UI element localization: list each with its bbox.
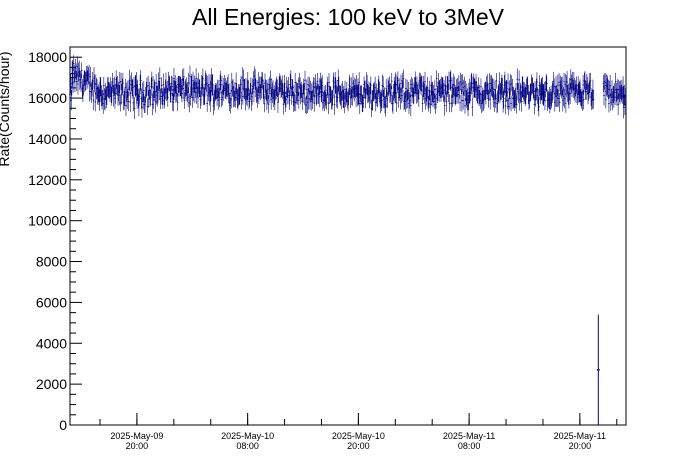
y-tick-label: 6000 xyxy=(36,294,67,310)
y-tick-label: 4000 xyxy=(36,335,67,351)
y-tick-label: 18000 xyxy=(28,49,67,65)
y-tick-label: 12000 xyxy=(28,172,67,188)
x-tick-label-date: 2025-May-11 xyxy=(554,431,606,441)
data-points xyxy=(70,61,626,425)
x-tick-label-time: 08:00 xyxy=(236,441,259,451)
x-tick-label-date: 2025-May-10 xyxy=(332,431,385,441)
y-tick-label: 14000 xyxy=(28,131,67,147)
y-axis-ticks: 0 2000 4000 6000 8000 10000 12000 14000 16000 180… xyxy=(28,46,82,433)
x-axis-ticks: 2025-May-0920:002025-May-1008:002025-May… xyxy=(99,413,618,451)
data-noise-band xyxy=(69,55,627,120)
x-tick-label-date: 2025-May-09 xyxy=(110,431,163,441)
x-tick-label-time: 20:00 xyxy=(126,441,149,451)
x-tick-label-date: 2025-May-11 xyxy=(443,431,495,441)
y-tick-label: 8000 xyxy=(36,254,67,270)
y-tick-label: 10000 xyxy=(28,213,67,229)
plot-frame xyxy=(69,46,627,426)
x-tick-label-time: 20:00 xyxy=(347,441,370,451)
x-tick-label-time: 08:00 xyxy=(458,441,481,451)
y-tick-label: 2000 xyxy=(36,376,67,392)
y-axis-label: Rate(Counts/hour) xyxy=(0,51,12,166)
x-tick-label-time: 20:00 xyxy=(569,441,592,451)
chart-title: All Energies: 100 keV to 3MeV xyxy=(192,4,505,30)
x-tick-label-date: 2025-May-10 xyxy=(221,431,274,441)
y-tick-label: 0 xyxy=(59,417,67,433)
y-tick-label: 16000 xyxy=(28,90,67,106)
